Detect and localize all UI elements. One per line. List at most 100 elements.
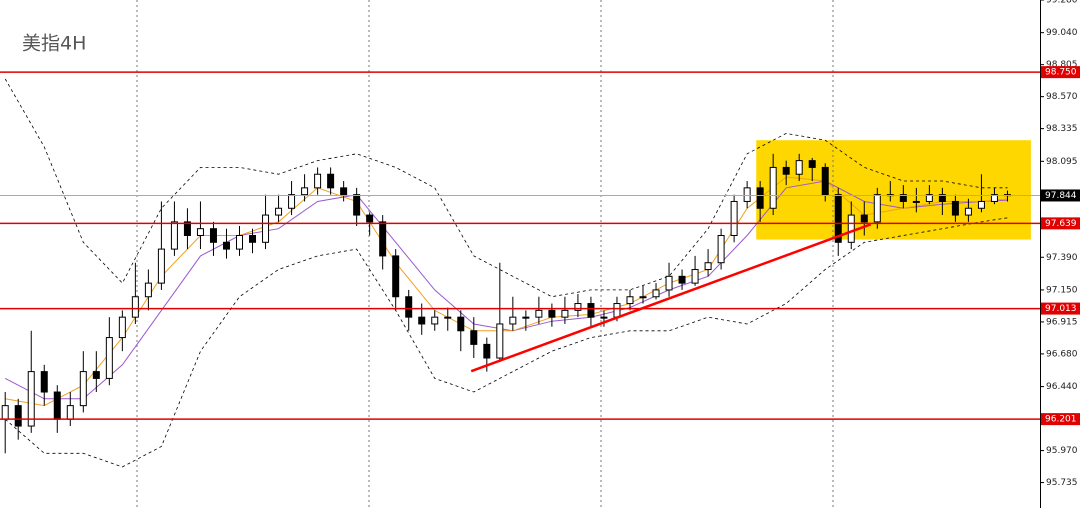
candle-body (587, 303, 595, 318)
candle-body (925, 194, 933, 202)
candle-body (795, 160, 803, 175)
candle-body (379, 221, 387, 257)
candle-body (600, 316, 608, 319)
candle-body (951, 200, 959, 216)
y-tick-label: 96.915 (1046, 317, 1078, 327)
band-line (4, 217, 1008, 468)
candle-body (678, 275, 686, 284)
chart-title: 美指4H (22, 33, 86, 55)
y-tick-label: 97.150 (1046, 285, 1078, 295)
candle-body (27, 371, 35, 427)
candle-body (990, 194, 998, 202)
y-tick-label: 98.570 (1046, 92, 1078, 102)
price-label: 97.844 (1045, 191, 1077, 201)
candle-body (53, 391, 61, 420)
plot (0, 71, 1040, 468)
candle-body (821, 166, 829, 196)
candle-body (665, 275, 673, 291)
candle-body (782, 166, 790, 175)
candle-body (977, 200, 985, 209)
candle-body (340, 187, 348, 196)
level-label: 97.639 (1045, 219, 1077, 229)
candle-body (209, 228, 217, 243)
candle-body (873, 194, 881, 223)
candle-body (730, 200, 738, 236)
level-label-box (1041, 217, 1080, 230)
y-tick-label: 98.335 (1046, 124, 1078, 134)
candle-body (249, 234, 257, 243)
candle-body (808, 160, 816, 168)
candle-body (717, 234, 725, 264)
candle-body (14, 405, 22, 427)
candle-body (288, 194, 296, 209)
candle-body (392, 255, 400, 298)
y-tick-label: 96.680 (1046, 349, 1078, 359)
candle-body (262, 214, 270, 243)
candle-body (483, 343, 491, 359)
candle-body (938, 194, 946, 202)
candle-body (613, 303, 621, 318)
candle-body (548, 309, 556, 318)
candle-body (170, 221, 178, 250)
candle-body (756, 187, 764, 209)
candle-body (431, 316, 439, 325)
y-tick-label: 99.040 (1046, 28, 1078, 38)
level-label-box (1041, 302, 1080, 315)
candle-body (105, 337, 113, 379)
candle-body (118, 316, 126, 339)
candle-body (860, 214, 868, 223)
candle-body (222, 241, 230, 250)
zone (756, 140, 1031, 240)
level-label-box (1041, 413, 1080, 426)
candle-body (40, 371, 48, 393)
candle-body (522, 316, 530, 319)
candle-body (743, 187, 751, 202)
trendline (470, 223, 872, 373)
candle-body (899, 194, 907, 202)
candle-body (652, 289, 660, 298)
candle-body (704, 262, 712, 271)
y-axis: 99.280 99.040 98.805 98.570 98.335 98.095 97.3… (1040, 0, 1080, 488)
candle-body (626, 296, 634, 305)
candle-body (444, 316, 452, 319)
candle-body (470, 330, 478, 345)
candle-body (275, 207, 283, 216)
candle-body (131, 296, 139, 318)
price-label-box (1041, 189, 1080, 202)
band-line (4, 78, 1008, 298)
candle-body (639, 296, 647, 299)
candle-body (327, 173, 335, 189)
candle-body (366, 214, 374, 223)
level-label: 96.201 (1045, 415, 1077, 425)
candle-body (405, 296, 413, 318)
candle-body (847, 214, 855, 243)
candle-body (964, 207, 972, 216)
candle-body (235, 234, 243, 250)
candle-body (92, 371, 100, 379)
y-tick-label: 96.440 (1046, 382, 1078, 392)
candle-body (301, 187, 309, 196)
candle-body (183, 221, 191, 236)
candle-body (66, 405, 74, 420)
candle-body (353, 194, 361, 216)
y-tick-label: 95.735 (1046, 478, 1078, 488)
candle-body (418, 316, 426, 325)
candle-body (691, 269, 699, 284)
candle-body (535, 309, 543, 318)
y-tick-label: 98.805 (1046, 60, 1078, 70)
level-label: 98.750 (1045, 68, 1077, 78)
candle-body (79, 371, 87, 407)
candle-body (314, 173, 322, 189)
candle-body (157, 248, 165, 284)
candle-body (457, 316, 465, 332)
candle-body (144, 282, 152, 298)
level-label-box (1041, 66, 1080, 79)
y-tick-label: 98.095 (1046, 157, 1078, 167)
candle-body (561, 309, 569, 318)
candle-body (1, 405, 9, 420)
y-tick-label: 99.280 (1046, 0, 1078, 6)
y-tick-label: 95.970 (1046, 446, 1078, 456)
level-label: 97.013 (1045, 304, 1077, 314)
